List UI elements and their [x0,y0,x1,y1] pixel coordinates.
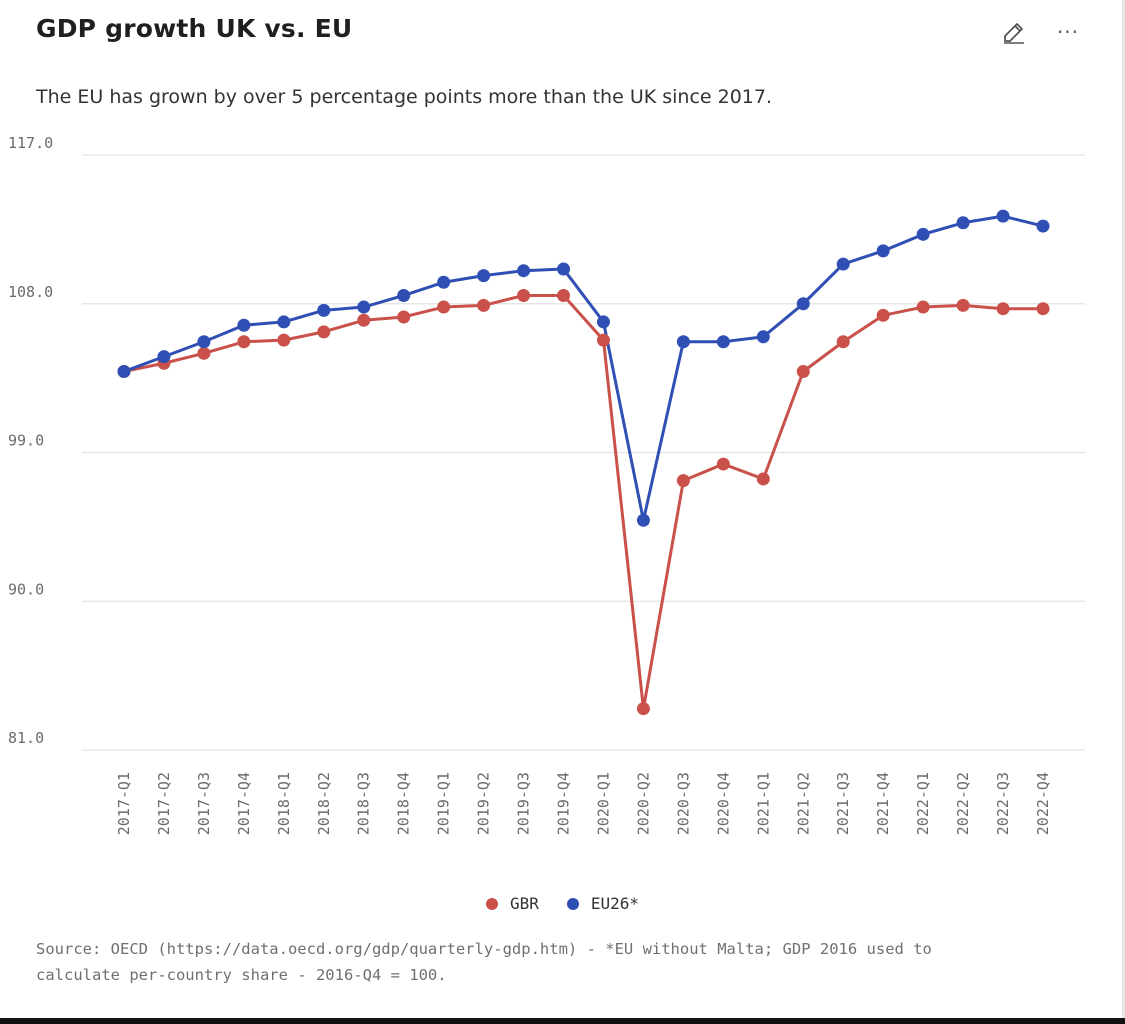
data-point-eu26[interactable] [397,288,411,302]
data-point-gbr[interactable] [237,335,251,349]
data-point-gbr[interactable] [876,308,890,322]
data-point-eu26[interactable] [916,227,930,241]
data-point-gbr[interactable] [557,288,571,302]
data-point-gbr[interactable] [197,346,211,360]
data-point-gbr[interactable] [636,702,650,716]
data-point-gbr[interactable] [317,325,331,339]
data-point-gbr[interactable] [1036,302,1050,316]
data-point-gbr[interactable] [836,335,850,349]
data-point-eu26[interactable] [756,330,770,344]
data-point-eu26[interactable] [636,513,650,527]
x-tick-label: 2018-Q2 [315,772,333,835]
data-point-eu26[interactable] [1036,219,1050,233]
legend-dot-eu26 [566,897,579,910]
more-options-button[interactable]: ··· [1050,16,1086,48]
legend-label-gbr: GBR [509,894,539,913]
chart-title: GDP growth UK vs. EU [36,14,353,43]
legend-label-eu26: EU26* [590,894,640,913]
x-tick-label: 2022-Q2 [954,772,972,835]
y-tick-label: 108.0 [8,283,53,301]
x-tick-label: 2019-Q4 [555,772,573,835]
edit-pencil-icon [1004,23,1024,44]
source-line-2: calculate per-country share - 2016-Q4 = … [36,966,447,984]
y-tick-label: 90.0 [8,580,44,598]
x-tick-label: 2020-Q2 [634,772,652,835]
bottom-bar [0,1018,1125,1024]
legend-dot-gbr [485,897,498,910]
data-point-gbr[interactable] [397,310,411,324]
y-tick-label: 81.0 [8,729,44,747]
data-point-eu26[interactable] [876,244,890,258]
x-tick-label: 2017-Q1 [115,772,133,835]
x-tick-label: 2022-Q1 [914,772,932,835]
y-tick-label: 99.0 [8,432,44,450]
x-tick-label: 2017-Q2 [155,772,173,835]
source-line-1: Source: OECD (https://data.oecd.org/gdp/… [36,940,932,958]
data-point-eu26[interactable] [117,365,131,379]
x-tick-label: 2019-Q2 [475,772,493,835]
data-point-gbr[interactable] [916,300,930,314]
data-point-eu26[interactable] [277,315,291,329]
data-point-gbr[interactable] [437,300,451,314]
x-tick-label: 2017-Q4 [235,772,253,835]
x-tick-label: 2021-Q3 [834,772,852,835]
x-tick-label: 2018-Q4 [395,772,413,835]
line-chart: 117.0 108.0 99.0 90.0 81.0 2017-Q1 2017-Q2 201… [8,134,1085,835]
x-tick-label: 2021-Q2 [794,772,812,835]
data-point-eu26[interactable] [437,275,451,289]
data-point-eu26[interactable] [237,318,251,332]
data-point-gbr[interactable] [517,288,531,302]
x-tick-label: 2022-Q4 [1034,772,1052,835]
edit-button[interactable] [998,16,1030,48]
data-point-eu26[interactable] [317,303,331,317]
x-tick-label: 2021-Q4 [874,772,892,835]
legend-item-gbr[interactable]: GBR [485,894,539,913]
x-tick-label: 2022-Q3 [994,772,1012,835]
x-tick-label: 2020-Q1 [594,772,612,835]
data-point-gbr[interactable] [676,474,690,488]
chart-legend: GBR EU26* [0,894,1125,913]
legend-item-eu26[interactable]: EU26* [566,894,640,913]
data-point-gbr[interactable] [277,333,291,347]
y-tick-label: 117.0 [8,134,53,152]
data-point-gbr[interactable] [956,298,970,312]
data-point-gbr[interactable] [357,313,371,327]
source-note: Source: OECD (https://data.oecd.org/gdp/… [36,936,1076,988]
data-point-eu26[interactable] [596,315,610,329]
data-point-eu26[interactable] [716,335,730,349]
x-tick-label: 2021-Q1 [754,772,772,835]
data-point-eu26[interactable] [517,264,531,278]
x-tick-label: 2019-Q3 [515,772,533,835]
data-point-eu26[interactable] [557,262,571,276]
data-point-eu26[interactable] [996,209,1010,223]
more-dots-icon: ··· [1056,20,1080,44]
data-point-eu26[interactable] [676,335,690,349]
series-line-eu26 [123,214,1044,522]
data-point-eu26[interactable] [157,350,171,364]
data-point-eu26[interactable] [197,335,211,349]
data-point-eu26[interactable] [836,257,850,271]
x-tick-label: 2020-Q3 [674,772,692,835]
data-point-eu26[interactable] [357,300,371,314]
data-point-gbr[interactable] [996,302,1010,316]
x-tick-label: 2018-Q1 [275,772,293,835]
data-point-gbr[interactable] [596,333,610,347]
x-tick-label: 2018-Q3 [355,772,373,835]
data-point-gbr[interactable] [716,457,730,471]
series-line-gbr [123,293,1043,711]
data-point-gbr[interactable] [477,298,491,312]
data-point-gbr[interactable] [796,365,810,379]
x-tick-label: 2019-Q1 [435,772,453,835]
data-point-gbr[interactable] [756,472,770,486]
data-point-eu26[interactable] [796,297,810,311]
x-tick-label: 2020-Q4 [714,772,732,835]
data-point-eu26[interactable] [956,216,970,230]
x-tick-label: 2017-Q3 [195,772,213,835]
chart-subtitle: The EU has grown by over 5 percentage po… [36,86,773,108]
data-point-eu26[interactable] [477,269,491,283]
